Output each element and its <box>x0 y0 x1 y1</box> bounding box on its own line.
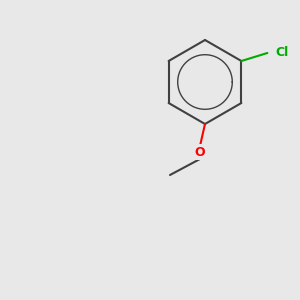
Text: Cl: Cl <box>275 46 289 59</box>
Text: O: O <box>195 146 205 158</box>
